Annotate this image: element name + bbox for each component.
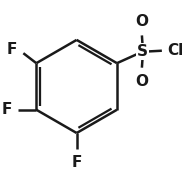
Text: F: F xyxy=(2,102,12,117)
Text: O: O xyxy=(135,14,148,29)
Text: O: O xyxy=(135,74,148,89)
Text: S: S xyxy=(137,44,148,59)
Text: F: F xyxy=(7,42,17,57)
Text: Cl: Cl xyxy=(167,43,184,58)
Text: F: F xyxy=(71,155,82,170)
